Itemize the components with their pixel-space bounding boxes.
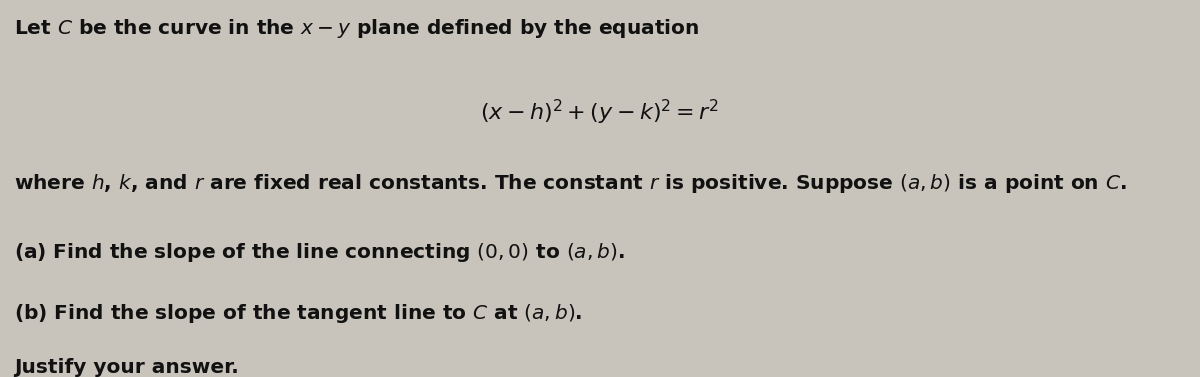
Text: Justify your answer.: Justify your answer. xyxy=(14,358,239,377)
Text: $(x-h)^2+(y-k)^2=r^2$: $(x-h)^2+(y-k)^2=r^2$ xyxy=(480,98,720,127)
Text: (b) Find the slope of the tangent line to $\mathit{C}$ at $(a, b)$.: (b) Find the slope of the tangent line t… xyxy=(14,302,583,325)
Text: Let $\mathit{C}$ be the curve in the $x-y$ plane defined by the equation: Let $\mathit{C}$ be the curve in the $x-… xyxy=(14,17,700,40)
Text: (a) Find the slope of the line connecting $(0, 0)$ to $(a, b)$.: (a) Find the slope of the line connectin… xyxy=(14,241,625,264)
Text: where $\mathit{h}$, $\mathit{k}$, and $\mathit{r}$ are fixed real constants. The: where $\mathit{h}$, $\mathit{k}$, and $\… xyxy=(14,172,1127,195)
